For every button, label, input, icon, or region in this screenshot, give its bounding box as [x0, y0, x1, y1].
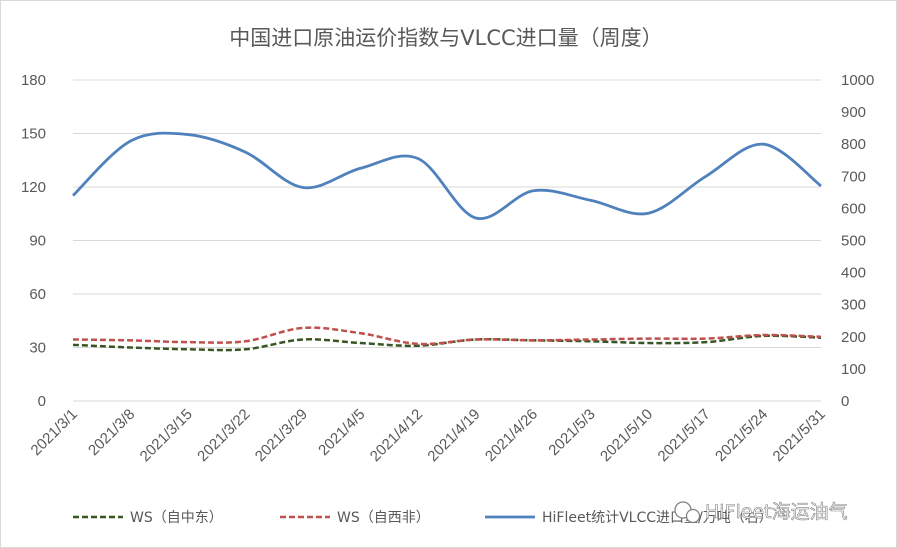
x-tick-label: 2021/5/10 [597, 406, 656, 465]
left-tick-label: 90 [29, 233, 46, 250]
left-tick-label: 30 [29, 340, 46, 357]
right-tick-label: 0 [841, 393, 849, 410]
x-tick-label: 2021/4/26 [482, 406, 541, 465]
right-tick-label: 100 [841, 361, 866, 378]
legend-label: WS（自西非） [337, 510, 430, 526]
legend: WS（自中东） WS（自西非） HiFleet统计VLCC进口量/万吨（右） [73, 510, 773, 526]
right-tick-label: 300 [841, 297, 866, 314]
wechat-icon [674, 501, 701, 524]
x-tick-label: 2021/3/22 [194, 406, 253, 465]
legend-label: HiFleet统计VLCC进口量/万吨（右） [542, 510, 773, 526]
right-y-axis: 0 100 200 300 400 500 600 700 800 900 1000 [841, 72, 874, 410]
gridlines [73, 79, 821, 402]
right-tick-label: 500 [841, 233, 866, 250]
right-tick-label: 700 [841, 168, 866, 185]
left-tick-label: 60 [29, 286, 46, 303]
watermark-text: HiFleet海运油气 [705, 501, 848, 523]
left-y-axis: 0 30 60 90 120 150 180 [21, 72, 46, 410]
series-line-3 [72, 131, 822, 220]
series-lines [72, 131, 822, 352]
right-tick-label: 600 [841, 200, 866, 217]
x-tick-label: 2021/5/17 [655, 406, 714, 465]
x-tick-label: 2021/5/3 [545, 406, 598, 459]
left-tick-label: 120 [21, 179, 46, 196]
x-tick-label: 2021/4/19 [424, 406, 483, 465]
watermark: HiFleet海运油气 [674, 501, 848, 524]
right-tick-label: 1000 [841, 72, 874, 89]
series-line-1 [72, 334, 822, 352]
x-tick-label: 2021/3/8 [85, 406, 138, 459]
x-axis: 2021/3/1 2021/3/82021/3/152021/3/222021/3… [28, 400, 829, 465]
right-tick-label: 800 [841, 136, 866, 153]
left-tick-label: 180 [21, 72, 46, 89]
left-tick-label: 150 [21, 126, 46, 143]
left-tick-label: 0 [38, 393, 46, 410]
right-tick-label: 400 [841, 265, 866, 282]
x-tick-label: 2021/3/1 [28, 406, 81, 459]
legend-label: WS（自中东） [130, 510, 223, 526]
x-tick-label: 2021/5/24 [712, 406, 771, 465]
right-tick-label: 900 [841, 104, 866, 121]
x-tick-label: 2021/3/15 [137, 406, 196, 465]
chart-title: 中国进口原油运价指数与VLCC进口量（周度） [229, 26, 662, 50]
x-tick-label: 2021/4/12 [367, 406, 426, 465]
x-tick-label: 2021/5/31 [770, 406, 829, 465]
x-tick-label: 2021/3/29 [252, 406, 311, 465]
x-tick-label: 2021/4/5 [315, 406, 368, 459]
right-tick-label: 200 [841, 329, 866, 346]
series-line-2 [72, 326, 822, 346]
